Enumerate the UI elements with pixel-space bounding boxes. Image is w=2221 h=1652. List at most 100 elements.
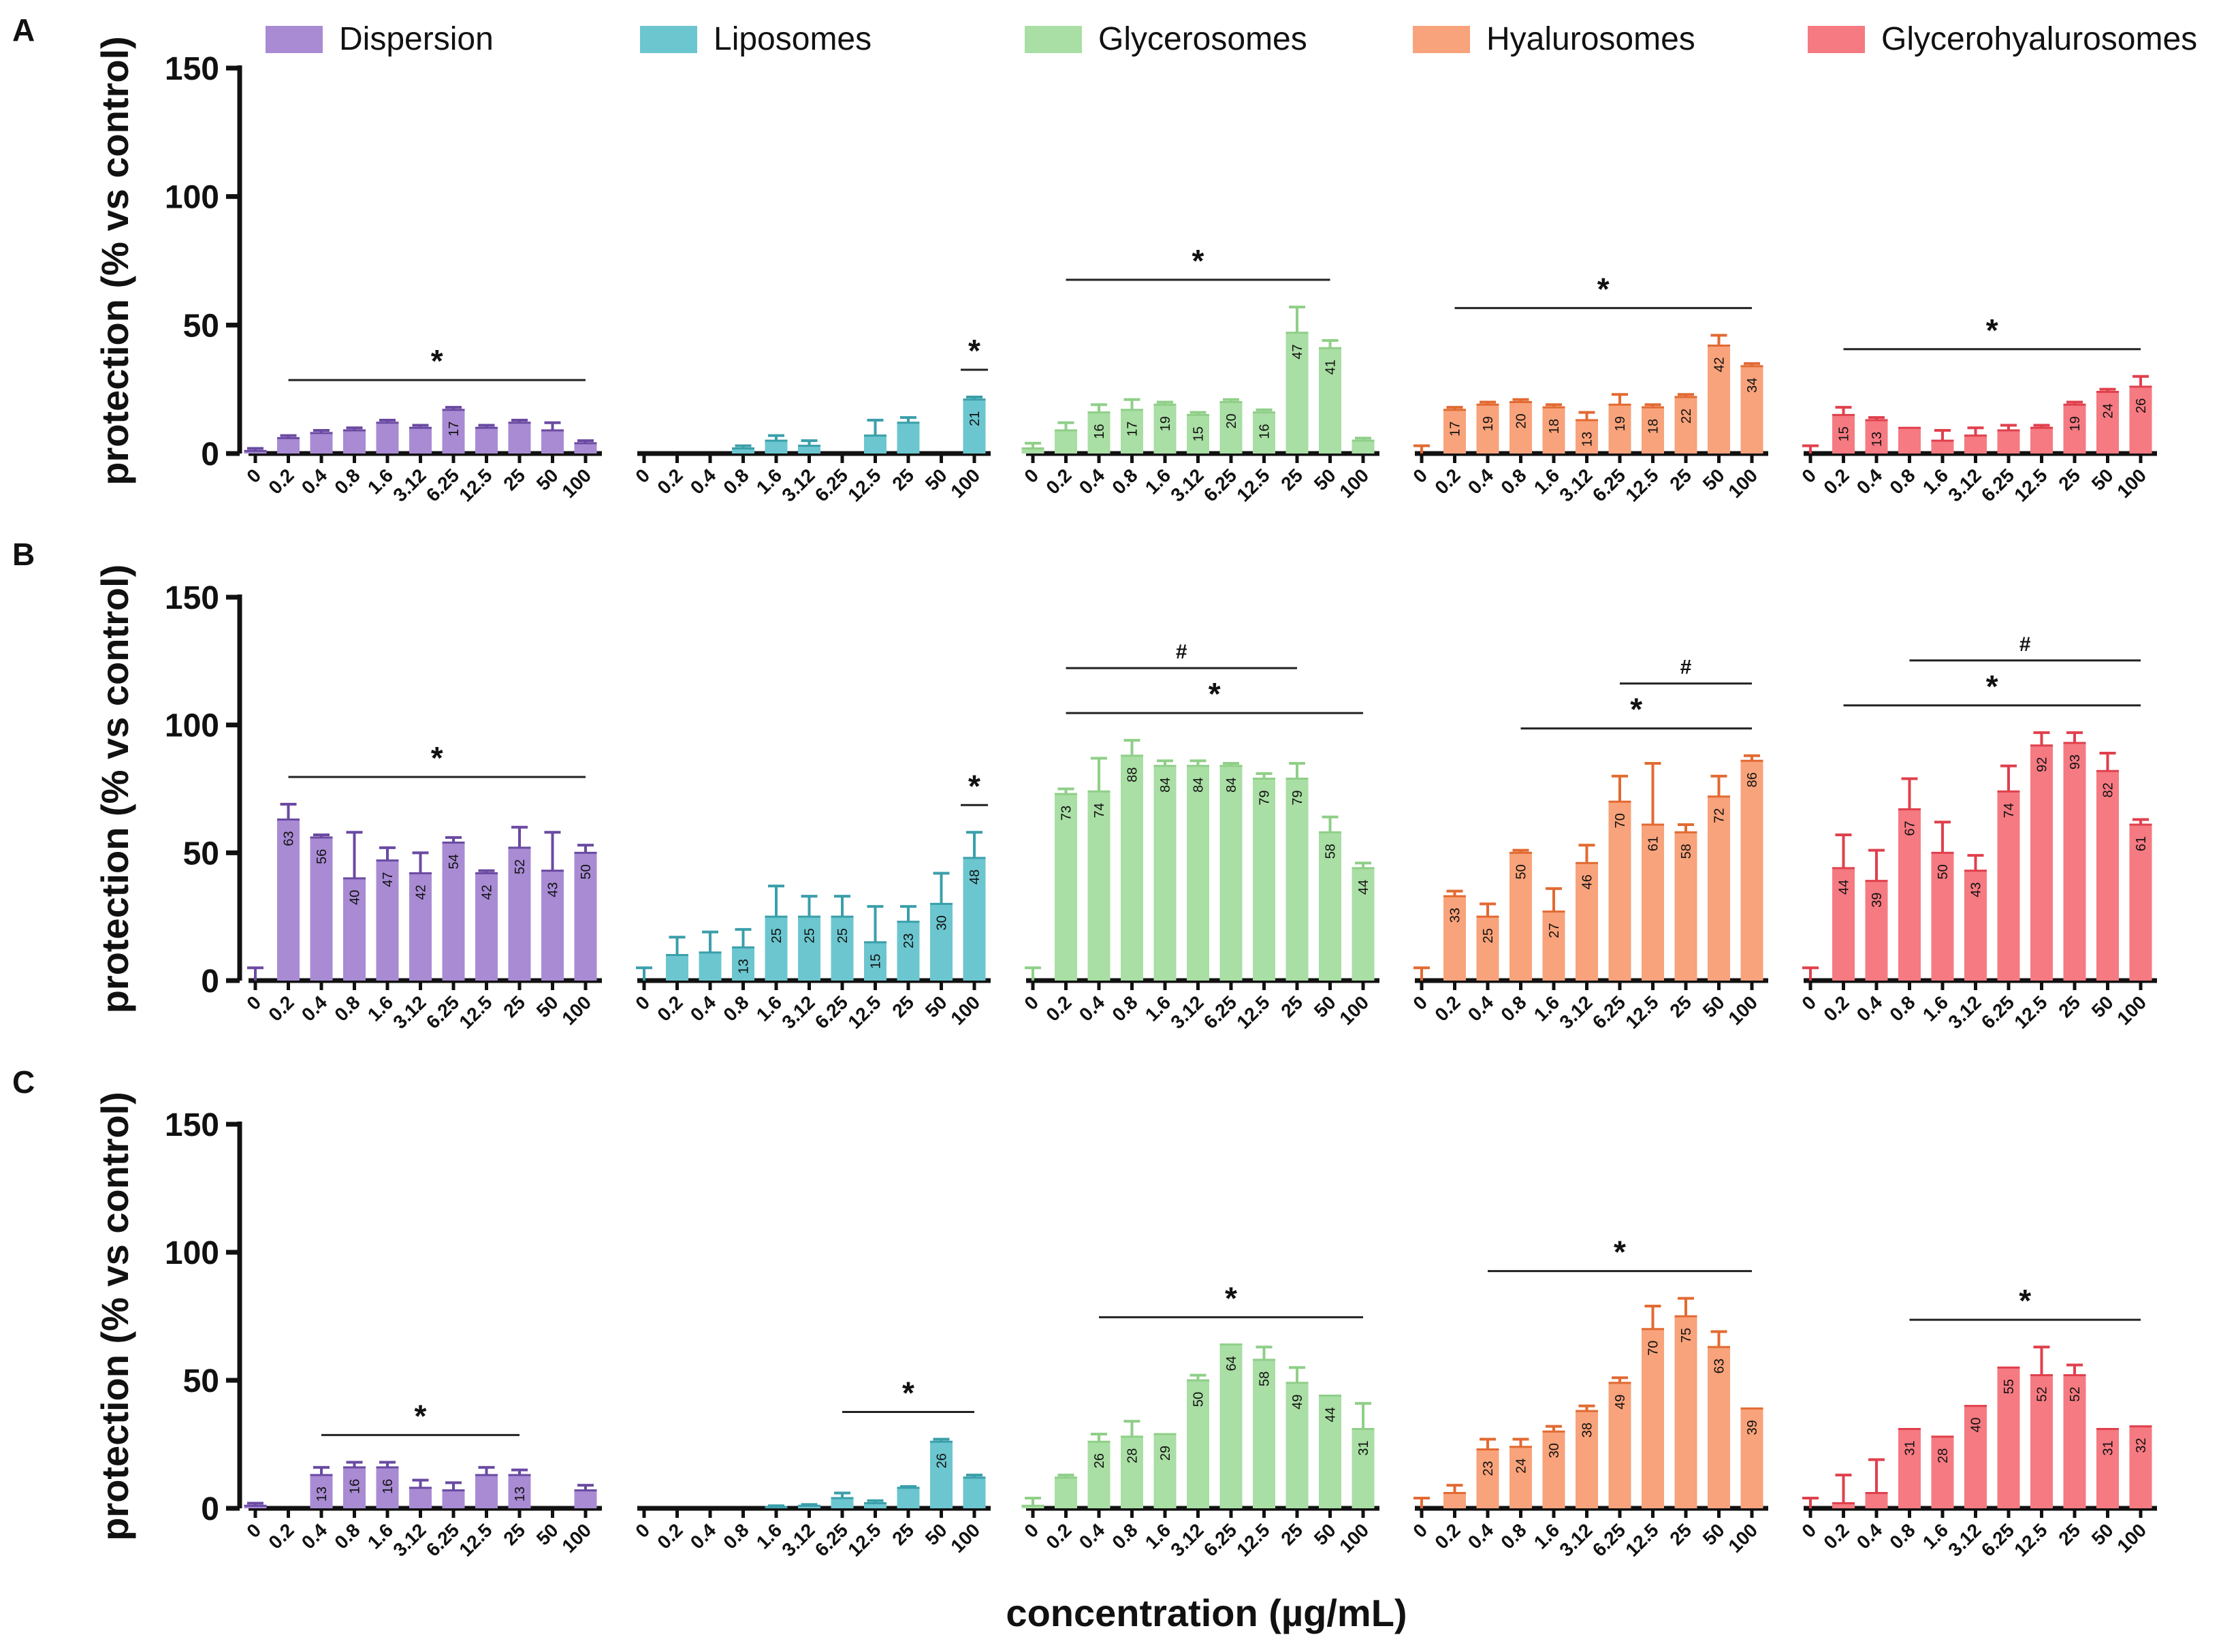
legend-swatch-glycerosomes	[1025, 25, 1082, 53]
significance-asterisk: *	[2019, 1283, 2031, 1318]
x-tick-label: 0.4	[1075, 1519, 1109, 1553]
x-tick-label: 0.4	[686, 464, 720, 498]
bar	[1708, 796, 1730, 981]
bar-value-label: 74	[2002, 803, 2017, 818]
bar	[1121, 409, 1143, 454]
bar-value-label: 27	[1547, 923, 1562, 938]
bar-value-label: 93	[2068, 754, 2083, 769]
x-tick-label: 3.12	[1944, 464, 1985, 505]
bar	[277, 438, 300, 454]
bar	[1121, 1436, 1143, 1508]
bar	[1476, 404, 1499, 454]
x-tick-label: 6.25	[1977, 464, 2018, 505]
x-tick-label: 0	[1409, 991, 1431, 1014]
bar	[1187, 1380, 1209, 1508]
bar	[1964, 1405, 1987, 1508]
bar	[732, 448, 754, 454]
bar-value-label: 84	[1224, 778, 1239, 793]
bar-value-label: 70	[1613, 813, 1628, 828]
y-tick-label: 100	[165, 1235, 219, 1271]
bar	[1055, 430, 1077, 454]
x-tick-label: 0	[631, 991, 654, 1014]
bar-value-label: 79	[1258, 790, 1273, 805]
x-tick-label: 0.4	[1075, 464, 1109, 498]
x-tick-label: 12.5	[844, 991, 884, 1032]
bar	[1964, 870, 1987, 981]
x-tick-label: 6.25	[1200, 1519, 1241, 1560]
bar-value-label: 79	[1290, 790, 1305, 805]
bar	[1931, 1436, 1954, 1508]
x-tick-label: 12.5	[2010, 464, 2051, 505]
bar-value-label: 26	[935, 1453, 950, 1468]
x-tick-label: 12.5	[455, 464, 496, 505]
x-tick-label: 50	[1310, 464, 1340, 494]
panel-letter: A	[12, 12, 35, 48]
x-tick-label: 0.4	[686, 991, 720, 1026]
x-tick-label: 0.8	[330, 991, 364, 1025]
bar-value-label: 17	[1448, 422, 1463, 436]
bar	[864, 1503, 886, 1508]
bar-value-label: 30	[935, 915, 950, 930]
x-tick-label: 3.12	[778, 1519, 818, 1560]
x-tick-label: 50	[2088, 464, 2118, 494]
bar-value-label: 39	[1745, 1420, 1760, 1435]
bar	[1021, 1506, 1044, 1508]
x-tick-label: 100	[1724, 991, 1761, 1029]
bar-value-label: 24	[2101, 403, 2116, 418]
bar	[2129, 825, 2152, 981]
bar-value-label: 44	[1356, 880, 1371, 895]
bar-value-label: 19	[2068, 416, 2083, 431]
bar	[1964, 435, 1987, 454]
x-tick-label: 100	[1335, 991, 1373, 1029]
bar	[1443, 409, 1466, 454]
bar	[798, 1506, 820, 1508]
x-tick-label: 0.2	[264, 464, 298, 498]
bar-value-label: 67	[1903, 821, 1918, 836]
x-tick-label: 0	[1409, 1519, 1431, 1542]
x-tick-label: 3.12	[1555, 991, 1596, 1032]
bar-value-label: 84	[1192, 778, 1207, 793]
bar	[963, 857, 986, 981]
bar	[1832, 415, 1855, 454]
x-tick-label: 0.8	[1497, 1519, 1530, 1553]
bar	[1121, 755, 1143, 981]
x-tick-label: 0	[242, 1519, 265, 1542]
bar	[1674, 1316, 1697, 1508]
bar	[1865, 1493, 1888, 1508]
legend-swatch-hyalurosomes	[1413, 25, 1470, 53]
x-tick-label: 0	[1020, 464, 1042, 487]
y-tick-label: 100	[165, 180, 219, 216]
bar	[574, 443, 597, 454]
significance-asterisk: *	[968, 333, 980, 368]
x-tick-label: 3.12	[389, 464, 430, 505]
bar	[310, 1475, 333, 1508]
bar	[1740, 761, 1763, 981]
x-tick-label: 0.4	[298, 1519, 332, 1553]
bar	[831, 1497, 854, 1508]
significance-asterisk: *	[902, 1375, 914, 1410]
x-tick-label: 12.5	[455, 1519, 496, 1560]
x-tick-label: 100	[558, 1519, 595, 1557]
x-tick-label: 50	[2088, 1519, 2118, 1549]
bar	[376, 1467, 399, 1508]
panel-letter: C	[12, 1064, 35, 1100]
x-tick-label: 6.25	[1200, 991, 1241, 1032]
bar	[1576, 1411, 1598, 1508]
bar	[508, 847, 531, 981]
bar	[1832, 868, 1855, 981]
bar-value-label: 63	[1712, 1359, 1727, 1373]
significance-asterisk: *	[1209, 676, 1221, 712]
bar	[1865, 419, 1888, 454]
bar-value-label: 24	[1514, 1459, 1529, 1474]
bar	[897, 1487, 920, 1508]
y-tick-label: 150	[165, 580, 219, 616]
bar	[1087, 412, 1110, 454]
bar-value-label: 50	[1192, 1392, 1207, 1407]
significance-asterisk: *	[1630, 692, 1642, 727]
x-tick-label: 6.25	[1977, 991, 2018, 1032]
bar	[1642, 825, 1664, 981]
bar	[897, 422, 920, 454]
bar	[1153, 1433, 1177, 1508]
x-tick-label: 25	[2054, 464, 2084, 494]
bar-value-label: 26	[2134, 398, 2149, 413]
